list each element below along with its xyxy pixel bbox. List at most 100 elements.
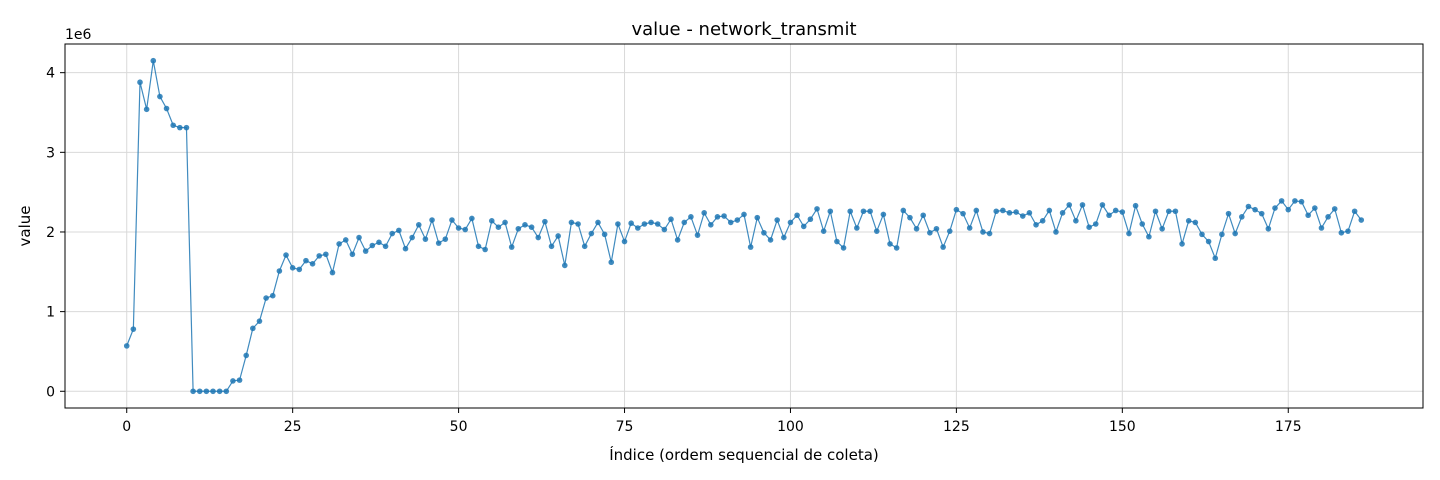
x-tick-label: 150 [1109,419,1136,435]
data-point [276,268,283,274]
data-point [429,217,435,223]
data-point [1199,231,1205,238]
data-point [183,124,190,131]
data-point [462,226,469,233]
data-point [336,241,342,247]
data-point [309,261,316,267]
data-point [163,105,170,112]
data-point [1046,207,1053,214]
data-point [1152,208,1159,215]
data-point [488,218,495,224]
data-point [688,214,694,220]
data-point [1318,225,1325,231]
data-point [933,225,940,232]
x-axis-label: Índice (ordem sequencial de coleta) [609,445,879,464]
data-point [575,221,581,227]
data-point [157,93,163,100]
data-point [701,210,707,216]
data-point [1278,198,1285,204]
data-point [628,220,634,227]
data-point [177,124,183,131]
data-point [820,228,827,234]
data-point [1146,233,1152,240]
data-point [1159,225,1165,232]
data-point [774,217,780,223]
data-point [1033,222,1039,228]
data-point [409,234,415,241]
data-point [1099,202,1106,208]
data-point [1205,238,1212,245]
data-point [216,388,223,395]
data-point [787,219,794,226]
data-point [966,225,973,231]
data-point [548,243,555,250]
data-point [269,292,276,299]
data-point [1212,255,1219,262]
data-point [449,217,455,223]
y-tick-label: 1 [46,305,55,321]
data-point [1073,218,1079,224]
data-point [243,352,249,359]
data-point [296,266,303,273]
plot-frame [64,43,1424,409]
data-point [946,228,953,234]
data-point [1312,205,1318,211]
data-point [794,212,800,219]
data-point [814,206,820,212]
data-point [615,221,621,227]
data-point [887,241,893,247]
data-point [230,378,236,384]
data-point [482,246,488,253]
data-point [1000,207,1006,214]
data-point [137,79,143,86]
data-point [920,212,927,219]
data-point [143,106,150,113]
data-point [1265,225,1272,232]
data-point [1179,241,1185,247]
data-point [827,208,834,215]
data-point [1272,205,1278,211]
data-point [236,377,243,383]
data-point [1039,218,1046,224]
data-point [734,217,741,223]
data-point [781,234,787,241]
data-point [1239,214,1245,220]
data-point [1192,219,1199,226]
data-point [283,252,289,258]
data-point [1059,210,1066,216]
data-point [568,219,575,226]
data-point [807,216,814,223]
data-point [316,253,323,259]
data-point [1172,208,1179,215]
data-point [196,388,203,395]
data-point [860,208,867,215]
data-point [1006,210,1013,216]
series-layer [123,57,1365,395]
data-point [422,236,429,242]
data-point [289,265,296,271]
data-point [256,318,263,324]
data-point [1338,229,1345,236]
y-axis-label: value [16,206,34,247]
data-point [1285,206,1292,213]
data-point [1066,202,1073,208]
data-point [601,231,608,238]
data-point [515,225,522,232]
data-point [170,122,176,129]
data-point [1079,202,1086,208]
data-point [415,222,422,228]
data-point [834,238,840,245]
data-point [741,211,747,218]
data-point [376,239,382,246]
data-point [349,251,356,258]
data-point [980,229,986,235]
data-point [555,233,561,239]
data-point [442,236,449,242]
tick-layer: 0 25 50 75 100 125 150 175 0 1 2 3 4 [46,66,1302,435]
data-point [263,295,269,301]
data-point [747,244,754,250]
data-point [123,343,130,349]
x-tick-label: 75 [616,419,634,435]
